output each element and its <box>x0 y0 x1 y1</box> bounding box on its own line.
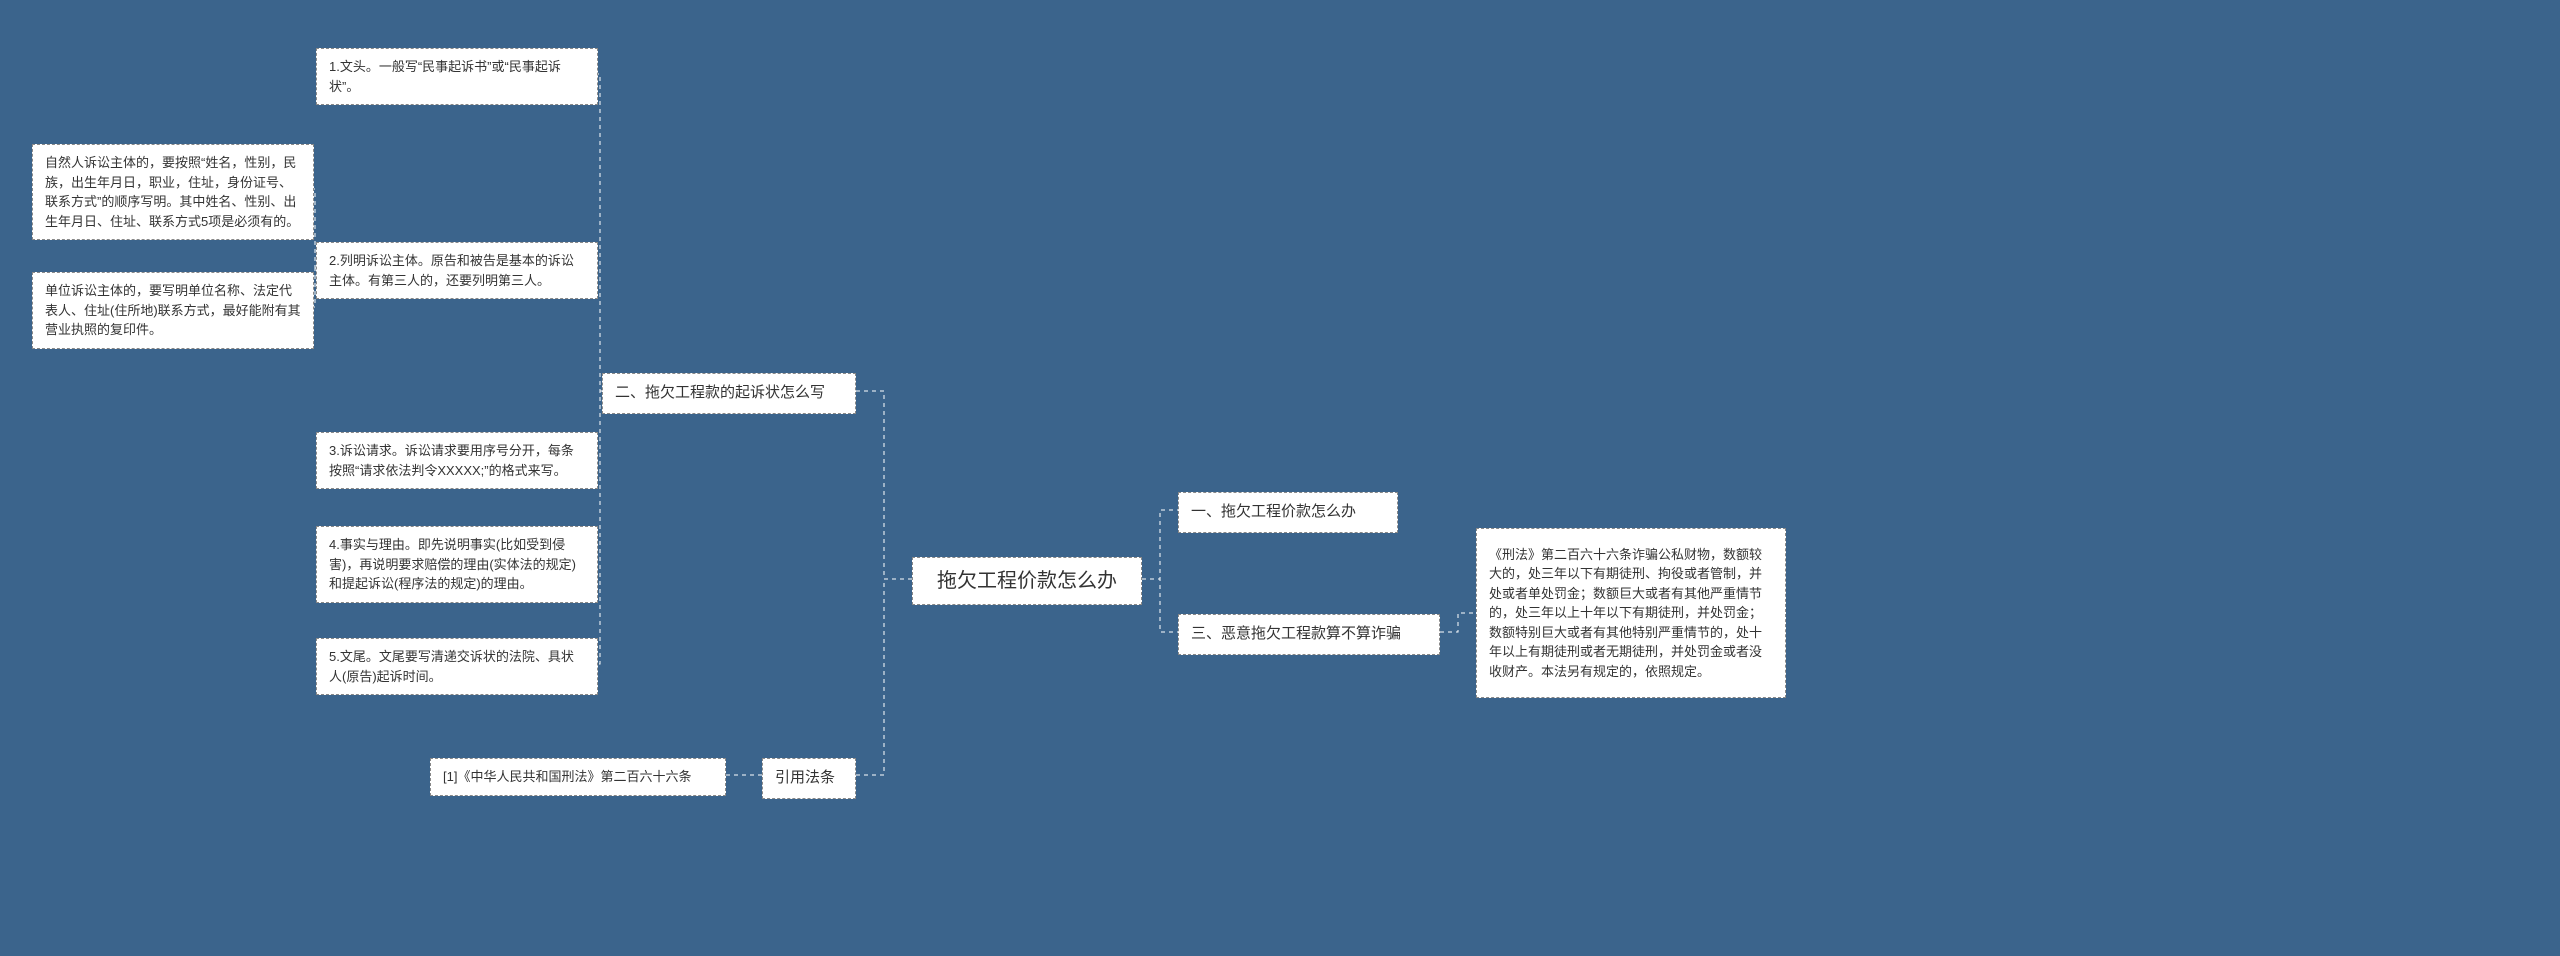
node-text: 三、恶意拖欠工程款算不算诈骗 <box>1191 623 1401 646</box>
node-lref: 引用法条 <box>762 758 856 799</box>
node-l2: 二、拖欠工程款的起诉状怎么写 <box>602 373 856 414</box>
node-text: 单位诉讼主体的，要写明单位名称、法定代表人、住址(住所地)联系方式，最好能附有其… <box>45 281 301 340</box>
node-root: 拖欠工程价款怎么办 <box>912 557 1142 605</box>
node-text: 自然人诉讼主体的，要按照“姓名，性别，民族，出生年月日，职业，住址，身份证号、联… <box>45 153 301 231</box>
node-s4: 4.事实与理由。即先说明事实(比如受到侵害)，再说明要求赔偿的理由(实体法的规定… <box>316 526 598 603</box>
node-s3: 3.诉讼请求。诉讼请求要用序号分开，每条按照“请求依法判令XXXXX;”的格式来… <box>316 432 598 489</box>
node-r3a: 《刑法》第二百六十六条诈骗公私财物，数额较大的，处三年以下有期徒刑、拘役或者管制… <box>1476 528 1786 698</box>
node-lrefa: [1]《中华人民共和国刑法》第二百六十六条 <box>430 758 726 796</box>
mindmap-canvas: 拖欠工程价款怎么办 一、拖欠工程价款怎么办三、恶意拖欠工程款算不算诈骗 《刑法》第二… <box>0 0 2560 956</box>
edge-root-l2 <box>856 391 912 579</box>
edge-r3-r3a <box>1440 613 1476 632</box>
node-text: 二、拖欠工程款的起诉状怎么写 <box>615 382 825 405</box>
node-text: 引用法条 <box>775 767 835 790</box>
edge-l2-s5 <box>598 391 602 664</box>
node-text: 《刑法》第二百六十六条诈骗公私财物，数额较大的，处三年以下有期徒刑、拘役或者管制… <box>1489 545 1773 682</box>
edge-l2-s1 <box>598 74 602 391</box>
node-text: 2.列明诉讼主体。原告和被告是基本的诉讼主体。有第三人的，还要列明第三人。 <box>329 251 585 290</box>
node-text: 3.诉讼请求。诉讼请求要用序号分开，每条按照“请求依法判令XXXXX;”的格式来… <box>329 441 585 480</box>
edge-root-r1 <box>1142 510 1178 579</box>
node-text: 拖欠工程价款怎么办 <box>937 566 1117 596</box>
node-s2a: 自然人诉讼主体的，要按照“姓名，性别，民族，出生年月日，职业，住址，身份证号、联… <box>32 144 314 240</box>
node-r1: 一、拖欠工程价款怎么办 <box>1178 492 1398 533</box>
node-s2: 2.列明诉讼主体。原告和被告是基本的诉讼主体。有第三人的，还要列明第三人。 <box>316 242 598 299</box>
node-text: 4.事实与理由。即先说明事实(比如受到侵害)，再说明要求赔偿的理由(实体法的规定… <box>329 535 585 594</box>
edge-l2-s4 <box>598 391 602 561</box>
node-text: 一、拖欠工程价款怎么办 <box>1191 501 1356 524</box>
node-text: 5.文尾。文尾要写清递交诉状的法院、具状人(原告)起诉时间。 <box>329 647 585 686</box>
edge-root-r3 <box>1142 579 1178 632</box>
edge-root-lref <box>856 579 912 775</box>
node-s1: 1.文头。一般写“民事起诉书”或“民事起诉状”。 <box>316 48 598 105</box>
node-s5: 5.文尾。文尾要写清递交诉状的法院、具状人(原告)起诉时间。 <box>316 638 598 695</box>
node-text: [1]《中华人民共和国刑法》第二百六十六条 <box>443 767 691 787</box>
node-r3: 三、恶意拖欠工程款算不算诈骗 <box>1178 614 1440 655</box>
node-s2b: 单位诉讼主体的，要写明单位名称、法定代表人、住址(住所地)联系方式，最好能附有其… <box>32 272 314 349</box>
node-text: 1.文头。一般写“民事起诉书”或“民事起诉状”。 <box>329 57 585 96</box>
